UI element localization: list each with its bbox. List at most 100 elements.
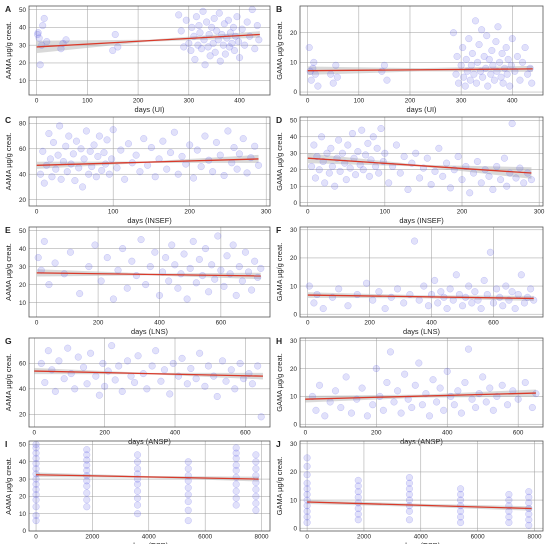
data-point [314,82,322,90]
y-tick-label: 20 [19,411,27,418]
data-point [323,149,331,157]
data-point [133,475,142,483]
y-tick-label: 20 [290,167,298,174]
y-axis-label: GAMA µg/g creat. [275,353,284,411]
panel-letter: J [276,439,281,449]
y-axis-label: AAMA µg/g creat. [4,354,13,412]
data-point [415,359,423,367]
data-point [140,135,148,143]
data-point [367,156,375,164]
data-point [381,305,389,313]
x-axis-label: days (ESB) [131,541,168,544]
data-point [342,176,350,184]
data-point [468,299,476,307]
data-point [358,126,366,134]
data-point [405,479,413,487]
data-point [429,376,437,384]
data-point [376,392,384,400]
data-point [520,179,528,187]
data-point [310,58,318,66]
data-point [378,67,386,75]
data-point [412,149,420,157]
data-point [32,470,40,478]
data-point [505,496,513,504]
data-point [321,179,329,187]
data-point [45,129,53,138]
x-tick-label: 600 [240,430,251,437]
data-point [498,49,506,58]
data-point [170,128,178,136]
data-point [247,154,255,162]
x-axis-label: days (UI) [135,105,165,114]
data-point [211,275,219,283]
data-point [243,18,251,26]
data-point [418,401,426,409]
plot-frame [299,337,544,428]
data-point [97,277,105,285]
data-point [109,295,117,303]
y-tick-label: 40 [19,25,27,32]
data-point [197,163,205,171]
data-point [254,362,262,370]
data-point [214,232,222,240]
data-point [205,288,213,296]
data-point [183,295,191,303]
data-point [121,175,129,183]
data-point [528,403,536,412]
data-point [454,153,462,161]
data-point [486,384,494,392]
data-point [252,458,260,466]
data-point [385,179,393,187]
data-point [311,70,319,78]
data-point [508,288,516,296]
data-point [166,149,175,157]
x-tick-label: 0 [306,98,310,105]
panel-j: 0 2000 4000 6000 8000 0 10 20 30 days (ESB) GAMA µ… [275,439,544,544]
data-point [208,261,216,269]
data-point [32,454,40,462]
data-point [303,507,311,515]
data-point [113,164,121,172]
data-point [458,176,466,184]
data-point [393,285,402,293]
regression-line [36,33,260,48]
data-point [76,290,84,298]
y-tick-label: 0 [22,528,26,535]
data-point [184,484,192,492]
data-point [224,16,232,24]
x-tick-label: 600 [513,430,524,437]
data-point [411,381,419,389]
y-tick-label: 10 [19,300,27,307]
data-point [497,73,505,81]
y-axis-label: AAMA µg/g creat. [4,133,13,191]
data-point [192,13,200,21]
data-point [457,502,465,510]
data-point [326,398,334,406]
data-point [308,162,316,170]
data-point [65,132,73,140]
data-point [182,16,190,24]
data-point [232,466,240,474]
y-tick-label: 20 [19,60,27,67]
plot-frame [299,226,544,318]
data-point [221,50,229,58]
data-point [525,510,533,518]
data-point [383,378,391,387]
data-point [196,29,204,37]
data-point [44,347,52,355]
data-point [91,241,99,249]
data-point [123,357,132,365]
data-point [375,169,383,177]
x-axis-label: days (LNS) [403,327,440,336]
x-tick-label: 400 [170,430,181,437]
plot-frame [28,226,271,318]
data-point [92,372,100,380]
data-point [325,169,333,177]
data-point [34,29,42,37]
data-point [327,70,335,78]
data-point [354,493,362,501]
data-point [487,70,495,78]
x-tick-label: 100 [108,209,119,216]
data-point [143,385,151,393]
data-point [197,45,206,53]
